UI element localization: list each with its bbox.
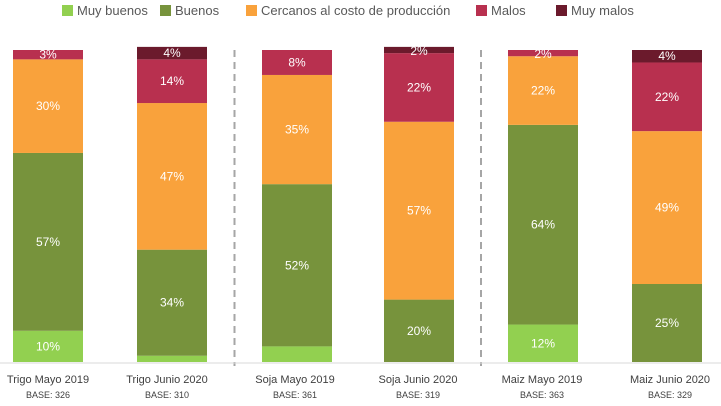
data-label: 2% bbox=[410, 44, 428, 58]
bar-segment bbox=[137, 355, 207, 362]
bar-segment bbox=[384, 121, 454, 300]
bar-segment bbox=[632, 131, 702, 284]
bar-segment bbox=[632, 284, 702, 362]
legend-label: Muy buenos bbox=[77, 3, 148, 18]
data-label: 57% bbox=[407, 204, 431, 218]
data-label: 8% bbox=[288, 55, 306, 69]
legend: Muy buenos Buenos Cercanos al costo de pro… bbox=[62, 3, 634, 18]
legend-swatch bbox=[246, 5, 257, 16]
bar-stack: 12% 64% 22% 2% bbox=[508, 47, 578, 362]
bar-segment bbox=[137, 249, 207, 356]
base-label: BASE: 326 bbox=[26, 390, 70, 400]
bar-segment bbox=[137, 59, 207, 104]
bar-segment bbox=[13, 50, 83, 60]
data-label: 35% bbox=[285, 123, 309, 137]
data-label: 4% bbox=[658, 49, 676, 63]
base-label: BASE: 310 bbox=[145, 390, 189, 400]
bar-segment bbox=[262, 74, 332, 185]
bar-segment bbox=[632, 62, 702, 132]
category-label: Trigo Junio 2020 bbox=[126, 374, 208, 386]
bar-segment bbox=[632, 50, 702, 63]
bar-stack: 34% 47% 14% 4% bbox=[137, 46, 207, 362]
data-label: 22% bbox=[531, 84, 555, 98]
base-label: BASE: 329 bbox=[648, 390, 692, 400]
bar-stack: 10% 57% 30% 3% bbox=[13, 48, 83, 362]
bar-segment bbox=[384, 299, 454, 362]
bar-segment bbox=[137, 46, 207, 60]
data-label: 12% bbox=[531, 336, 555, 350]
bar-segment bbox=[137, 103, 207, 250]
bar-stack: 0%20%57%22%2% bbox=[384, 44, 454, 366]
bar-segment bbox=[384, 46, 454, 54]
data-label: 14% bbox=[160, 74, 184, 88]
bars: 10%57%30%3%34%47%14%4%52%35%8%0%20%57%22… bbox=[13, 44, 702, 366]
legend-swatch bbox=[556, 5, 567, 16]
data-label: 25% bbox=[655, 316, 679, 330]
legend-label: Malos bbox=[491, 3, 526, 18]
bar-segment bbox=[262, 50, 332, 75]
legend-label: Muy malos bbox=[571, 3, 634, 18]
legend-swatch bbox=[62, 5, 73, 16]
category-label: Soja Junio 2020 bbox=[379, 374, 458, 386]
bar-segment bbox=[262, 184, 332, 347]
data-label: 30% bbox=[36, 99, 60, 113]
data-label: 10% bbox=[36, 339, 60, 353]
bar-segment bbox=[13, 330, 83, 362]
data-label: 49% bbox=[655, 201, 679, 215]
data-label: 4% bbox=[163, 46, 181, 60]
legend-label: Buenos bbox=[175, 3, 220, 18]
category-label: Maiz Mayo 2019 bbox=[502, 374, 583, 386]
category-label: Maiz Junio 2020 bbox=[630, 374, 710, 386]
bar-segment bbox=[262, 346, 332, 362]
category-label: Soja Mayo 2019 bbox=[255, 374, 335, 386]
data-label: 22% bbox=[655, 90, 679, 104]
bar-segment bbox=[508, 50, 578, 57]
data-label: 2% bbox=[534, 47, 552, 61]
bar-segment bbox=[13, 152, 83, 331]
data-label: 3% bbox=[39, 48, 57, 62]
data-label: 64% bbox=[531, 218, 555, 232]
base-label: BASE: 363 bbox=[520, 390, 564, 400]
data-label: 22% bbox=[407, 80, 431, 94]
legend-label: Cercanos al costo de producción bbox=[261, 3, 450, 18]
category-label: Trigo Mayo 2019 bbox=[7, 374, 89, 386]
bar-segment bbox=[508, 124, 578, 325]
base-label: BASE: 319 bbox=[396, 390, 440, 400]
legend-swatch bbox=[476, 5, 487, 16]
bar-stack: 52% 35% 8% bbox=[262, 50, 332, 362]
data-label: 34% bbox=[160, 296, 184, 310]
bar-segment bbox=[384, 53, 454, 122]
data-label: 47% bbox=[160, 169, 184, 183]
legend-swatch bbox=[160, 5, 171, 16]
data-label: 57% bbox=[36, 235, 60, 249]
bar-segment bbox=[13, 59, 83, 153]
data-label: 20% bbox=[407, 324, 431, 338]
bar-stack: 0%25%49%22%4% bbox=[632, 49, 702, 366]
base-label: BASE: 361 bbox=[273, 390, 317, 400]
bar-segment bbox=[508, 56, 578, 125]
bar-segment bbox=[508, 324, 578, 362]
data-label: 52% bbox=[285, 258, 309, 272]
